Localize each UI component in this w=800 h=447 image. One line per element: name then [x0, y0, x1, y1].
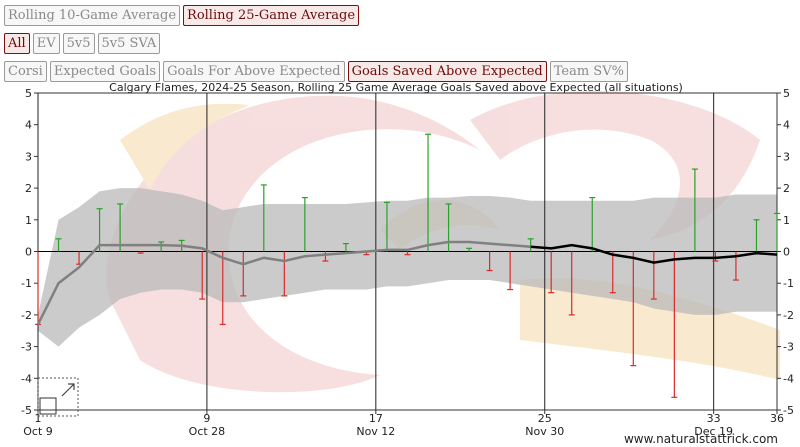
- y-tick-label-right: 3: [783, 150, 790, 163]
- plot-area: -5 -5-4 -4-3 -3-2 -2-1 -10 01 12 23 34 45 51 9 17 25 33…: [21, 87, 794, 438]
- watermark-url: www.naturalstattrick.com: [624, 432, 778, 446]
- y-tick-label-right: 4: [783, 119, 790, 132]
- x-tick-label: 36: [770, 412, 784, 425]
- y-tick-label-left: -1: [21, 277, 32, 290]
- metric-corsi-button[interactable]: Corsi: [4, 61, 47, 82]
- situation-all-button[interactable]: All: [4, 33, 30, 54]
- y-tick-label-left: -5: [21, 404, 32, 417]
- rolling-window-group: Rolling 10-Game Average Rolling 25-Game …: [4, 5, 360, 26]
- x-tick-label: 25: [538, 412, 552, 425]
- rolling-average-line: [36, 240, 531, 325]
- x-tick-label: 17: [369, 412, 383, 425]
- metric-expected-goals-button[interactable]: Expected Goals: [49, 61, 161, 82]
- rolling-average-line-recent: [530, 243, 778, 264]
- metric-group: Corsi Expected Goals Goals For Above Exp…: [4, 61, 628, 82]
- y-tick-label-left: 4: [25, 119, 32, 132]
- metric-team-sv-button[interactable]: Team SV%: [549, 61, 628, 82]
- y-tick-label-right: -1: [783, 277, 794, 290]
- rolling-25-button[interactable]: Rolling 25-Game Average: [183, 5, 360, 26]
- y-tick-label-right: 0: [783, 246, 790, 259]
- date-label: Nov 12: [356, 425, 395, 438]
- y-tick-label-left: -4: [21, 372, 32, 385]
- y-tick-label-left: -2: [21, 309, 32, 322]
- date-label: Oct 9: [23, 425, 53, 438]
- y-tick-label-right: -4: [783, 372, 794, 385]
- situation-group: All EV 5v5 5v5 SVA: [4, 33, 161, 54]
- rolling-10-button[interactable]: Rolling 10-Game Average: [4, 5, 181, 26]
- y-tick-label-right: 5: [783, 87, 790, 100]
- x-tick-label: 1: [35, 412, 42, 425]
- date-label: Dec 19: [694, 425, 733, 438]
- zoom-reset-control[interactable]: [37, 377, 79, 417]
- situation-ev-button[interactable]: EV: [32, 33, 60, 54]
- y-tick-label-left: 2: [25, 182, 32, 195]
- y-tick-label-left: -3: [21, 341, 32, 354]
- situation-5v5-sva-button[interactable]: 5v5 SVA: [97, 33, 161, 54]
- x-tick-label: 33: [707, 412, 721, 425]
- y-tick-label-right: -5: [783, 404, 794, 417]
- y-tick-label-left: 1: [25, 214, 32, 227]
- date-label: Nov 30: [525, 425, 564, 438]
- y-tick-label-left: 5: [25, 87, 32, 100]
- chart-title: Calgary Flames, 2024-25 Season, Rolling …: [109, 81, 683, 94]
- y-tick-label-right: -2: [783, 309, 794, 322]
- metric-gsax-button[interactable]: Goals Saved Above Expected: [347, 61, 547, 82]
- situation-5v5-button[interactable]: 5v5: [62, 33, 95, 54]
- metric-gfax-button[interactable]: Goals For Above Expected: [163, 61, 345, 82]
- y-tick-label-right: 2: [783, 182, 790, 195]
- x-tick-label: 9: [203, 412, 210, 425]
- y-tick-label-left: 0: [25, 246, 32, 259]
- date-label: Oct 28: [189, 425, 226, 438]
- y-tick-label-right: -3: [783, 341, 794, 354]
- y-tick-label-right: 1: [783, 214, 790, 227]
- chart: Calgary Flames, 2024-25 Season, Rolling …: [21, 81, 794, 446]
- y-tick-label-left: 3: [25, 150, 32, 163]
